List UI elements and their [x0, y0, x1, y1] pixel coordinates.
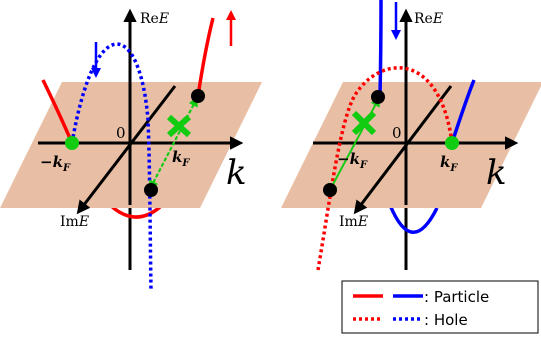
left-k-label: k	[226, 153, 247, 193]
legend-hole-label: : Hole	[424, 311, 468, 329]
right-lower-black-point	[323, 183, 337, 197]
right-blue-lower-curve	[388, 204, 439, 234]
right-neg-kf-label: −kF	[337, 150, 368, 171]
left-green-link-back	[149, 99, 197, 191]
right-green-link-back	[328, 99, 379, 194]
left-im-label: ImE	[60, 214, 89, 230]
right-pos-kf-point	[445, 136, 459, 150]
left-re-label: ReE	[140, 11, 169, 27]
left-origin-label: 0	[116, 124, 126, 142]
right-im-label: ImE	[339, 214, 368, 230]
right-blue-particle-upper	[378, 0, 383, 97]
right-k-label: k	[486, 153, 507, 193]
right-pos-kf-label: kF	[440, 153, 458, 174]
right-panel: ReE ImE k 0 −kF kF	[281, 0, 541, 271]
left-blue-hole-curve	[70, 42, 153, 291]
left-red-lower-curve	[108, 203, 162, 219]
legend: : Particle : Hole	[341, 280, 539, 334]
right-origin-label: 0	[392, 124, 402, 142]
legend-box	[341, 280, 539, 334]
right-re-label: ReE	[414, 11, 443, 27]
left-upper-black-point	[191, 89, 205, 103]
right-red-hole-curve	[316, 66, 454, 271]
left-panel: ReE ImE k 0 −kF kF	[0, 8, 262, 291]
left-lower-black-point	[144, 183, 158, 197]
left-neg-kf-point	[65, 136, 79, 150]
right-im-axis	[353, 85, 453, 215]
left-red-particle-right	[196, 17, 215, 97]
left-im-axis	[76, 85, 177, 215]
left-forbidden-x	[166, 114, 192, 138]
right-blue-particle-right	[450, 79, 476, 144]
right-upper-black-point	[371, 90, 385, 104]
left-pos-kf-label: kF	[172, 148, 190, 169]
legend-particle-label: : Particle	[424, 288, 489, 306]
right-forbidden-x	[351, 110, 377, 136]
left-neg-kf-label: −kF	[40, 153, 71, 174]
